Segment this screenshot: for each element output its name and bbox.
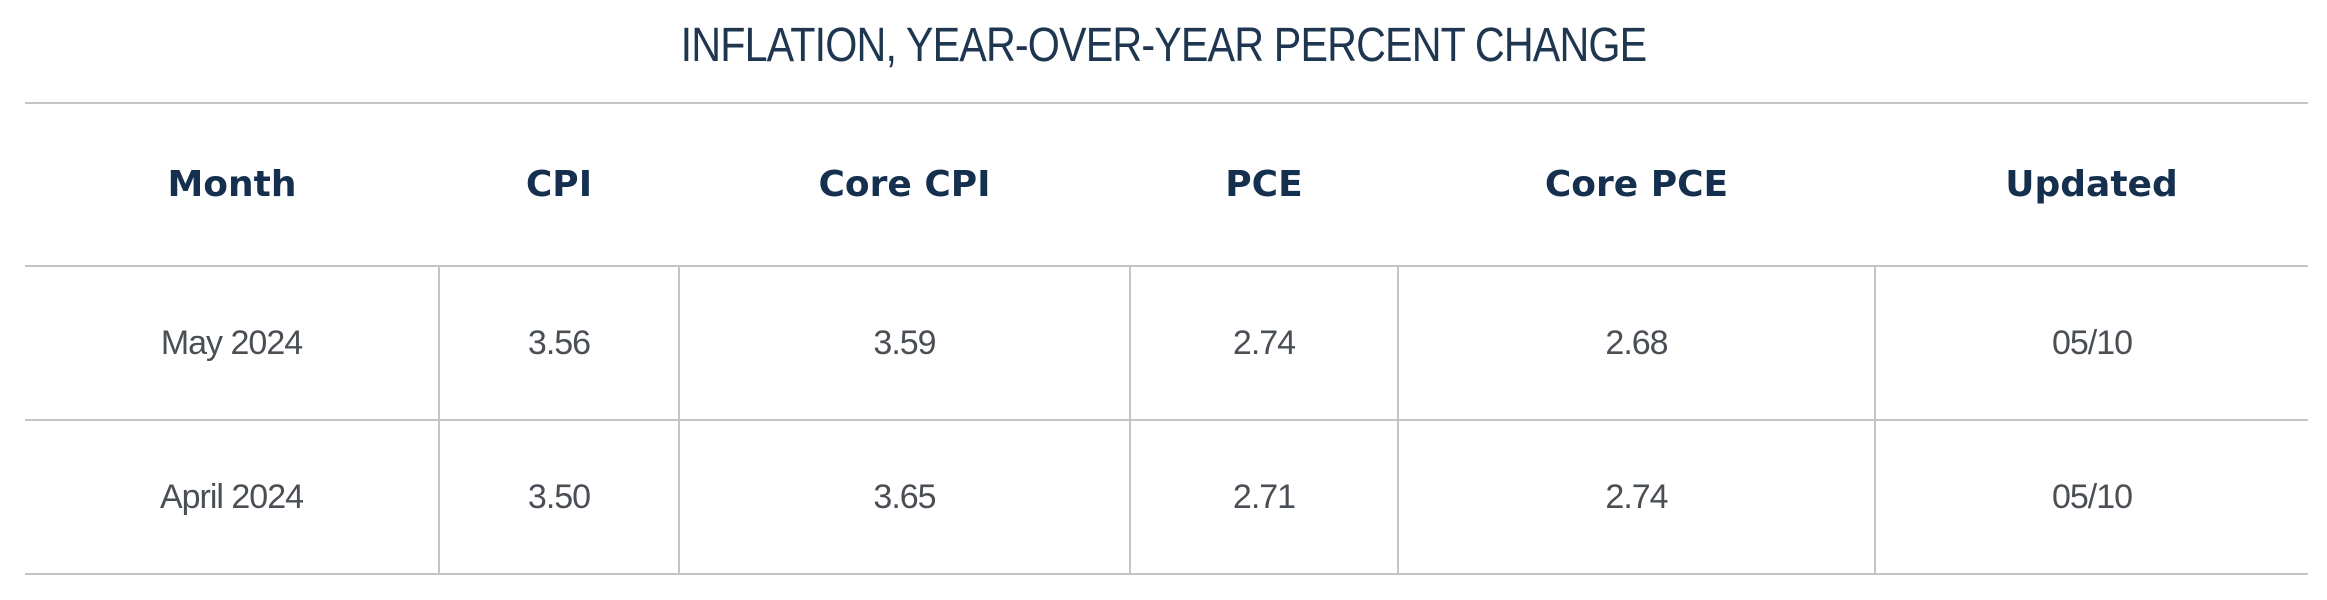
cell-core-pce: 2.74 — [1397, 420, 1875, 575]
column-header-updated: Updated — [1875, 103, 2308, 267]
cell-month: May 2024 — [25, 266, 439, 421]
column-header-core-cpi: Core CPI — [679, 103, 1130, 267]
cell-pce: 2.74 — [1129, 266, 1398, 421]
cell-pce: 2.71 — [1129, 420, 1398, 575]
column-header-month: Month — [25, 103, 439, 267]
column-header-core-pce: Core PCE — [1398, 103, 1875, 267]
cell-cpi: 3.50 — [438, 420, 679, 575]
cell-core-cpi: 3.65 — [678, 420, 1130, 575]
cell-core-pce: 2.68 — [1397, 266, 1875, 421]
column-header-cpi: CPI — [439, 103, 679, 267]
column-header-pce: PCE — [1130, 103, 1398, 267]
header-row: Month CPI Core CPI PCE Core PCE Updated — [25, 103, 2308, 267]
cell-cpi: 3.56 — [438, 266, 679, 421]
inflation-table: Month CPI Core CPI PCE Core PCE Updated … — [25, 102, 2308, 575]
cell-core-cpi: 3.59 — [678, 266, 1130, 421]
cell-updated: 05/10 — [1874, 266, 2308, 421]
cell-updated: 05/10 — [1874, 420, 2308, 575]
table-row: May 2024 3.56 3.59 2.74 2.68 05/10 — [25, 266, 2308, 421]
table-title: INFLATION, YEAR-OVER-YEAR PERCENT CHANGE — [680, 19, 1648, 72]
table-row: April 2024 3.50 3.65 2.71 2.74 05/10 — [25, 420, 2308, 575]
cell-month: April 2024 — [25, 420, 439, 575]
